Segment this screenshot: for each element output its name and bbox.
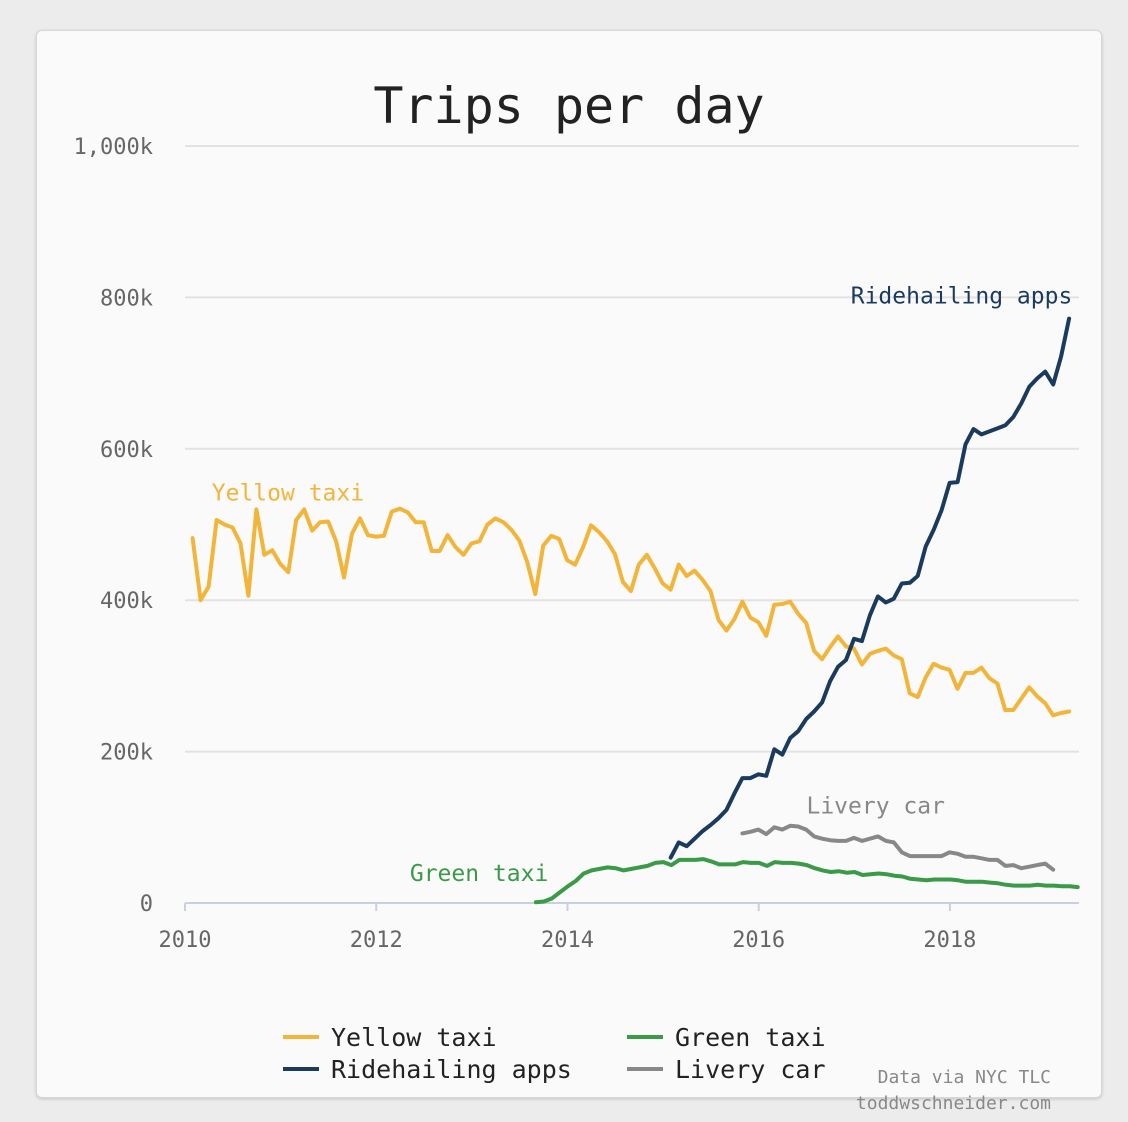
x-tick-label-4: 2018 xyxy=(923,928,976,953)
axes: 0 200k 400k 600k 800k 1,000k 2010 2012 2014 2016 2… xyxy=(74,135,1079,953)
y-tick-label-3: 600k xyxy=(100,438,153,463)
legend: Yellow taxi Green taxi Ridehailing apps … xyxy=(283,1022,887,1084)
x-tick-label-0: 2010 xyxy=(159,928,212,953)
credit-data-source: Data via NYC TLC xyxy=(877,1067,1051,1088)
legend-item-ridehailing-apps: Ridehailing apps xyxy=(283,1054,627,1084)
chart-card: Trips per day 0 200k 400k 600k 800k 1,000k 201… xyxy=(36,30,1102,1114)
legend-swatch-livery-car xyxy=(627,1067,663,1071)
x-tick-label-3: 2016 xyxy=(732,928,785,953)
legend-label-yellow-taxi: Yellow taxi xyxy=(331,1022,497,1052)
legend-item-green-taxi: Green taxi xyxy=(627,1022,887,1052)
x-tick-label-2: 2014 xyxy=(541,928,594,953)
series-label-ridehailing-apps: Ridehailing apps xyxy=(851,283,1073,309)
series-line-livery-car xyxy=(740,823,1056,872)
y-tick-label-2: 400k xyxy=(100,589,153,614)
legend-swatch-green-taxi xyxy=(627,1035,663,1039)
legend-label-ridehailing-apps: Ridehailing apps xyxy=(331,1054,572,1084)
series-line-ridehailing-apps xyxy=(668,316,1072,860)
credit-site: toddwschneider.com xyxy=(855,1093,1051,1114)
legend-swatch-yellow-taxi xyxy=(283,1035,319,1039)
series-line-green-taxi xyxy=(533,857,1080,905)
legend-label-livery-car: Livery car xyxy=(675,1054,826,1084)
series-labels: Yellow taxi Ridehailing apps Green taxi Liv… xyxy=(212,283,1073,887)
y-tick-label-1: 200k xyxy=(100,741,153,766)
series-label-livery-car: Livery car xyxy=(806,794,944,820)
legend-label-green-taxi: Green taxi xyxy=(675,1022,826,1052)
series-lines xyxy=(190,316,1080,905)
series-label-yellow-taxi: Yellow taxi xyxy=(212,480,364,506)
y-tick-label-0: 0 xyxy=(140,892,153,917)
line-chart: 0 200k 400k 600k 800k 1,000k 2010 2012 2014 2016 2… xyxy=(74,135,1080,953)
chart-title: Trips per day xyxy=(373,77,765,135)
y-tick-label-5: 1,000k xyxy=(74,135,153,160)
x-tick-label-1: 2012 xyxy=(350,928,403,953)
legend-swatch-ridehailing-apps xyxy=(283,1067,319,1071)
series-line-yellow-taxi xyxy=(190,506,1072,718)
series-label-green-taxi: Green taxi xyxy=(410,861,548,887)
credit: Data via NYC TLC toddwschneider.com xyxy=(856,1065,1051,1117)
y-tick-label-4: 800k xyxy=(100,286,153,311)
gridlines xyxy=(185,145,1079,753)
legend-item-yellow-taxi: Yellow taxi xyxy=(283,1022,627,1052)
legend-item-livery-car: Livery car xyxy=(627,1054,887,1084)
